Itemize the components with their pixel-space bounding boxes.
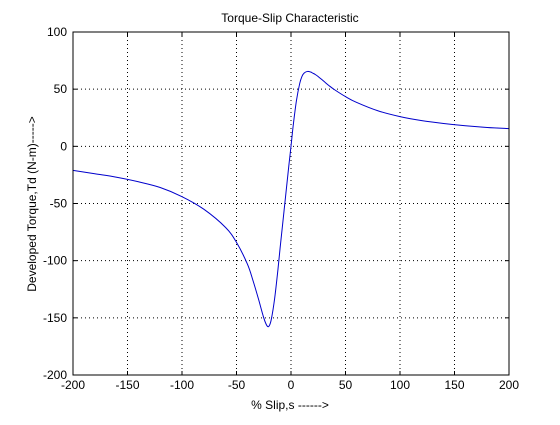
chart-title: Torque-Slip Characteristic xyxy=(221,11,358,25)
y-tick-label: -200 xyxy=(43,368,67,382)
x-tick-label: -200 xyxy=(61,378,85,392)
x-axis-label: % Slip,s ------> xyxy=(251,398,329,412)
x-tick-label: 200 xyxy=(499,378,519,392)
x-tick-label: 100 xyxy=(390,378,410,392)
x-tick-label: -50 xyxy=(228,378,246,392)
y-tick-label: 50 xyxy=(54,82,68,96)
tick-labels: -200 -150 -100 -50 0 50 100 150 200 100 50 0 -50 -100… xyxy=(43,25,519,392)
y-tick-label: -100 xyxy=(43,254,67,268)
y-axis-label: Developed Torque,Td (N-m)-----> xyxy=(25,116,39,292)
x-tick-label: -150 xyxy=(115,378,139,392)
torque-curve-line xyxy=(72,70,510,328)
grid-lines xyxy=(73,32,509,375)
x-tick-label: -100 xyxy=(170,378,194,392)
x-tick-label: 150 xyxy=(444,378,464,392)
x-tick-label: 0 xyxy=(288,378,295,392)
plot-frame xyxy=(72,31,510,376)
y-tick-label: -150 xyxy=(43,311,67,325)
y-tick-label: 100 xyxy=(47,25,67,39)
axis-ticks xyxy=(72,31,510,376)
x-tick-label: 50 xyxy=(339,378,353,392)
y-tick-label: -50 xyxy=(50,197,68,211)
y-tick-label: 0 xyxy=(60,139,67,153)
